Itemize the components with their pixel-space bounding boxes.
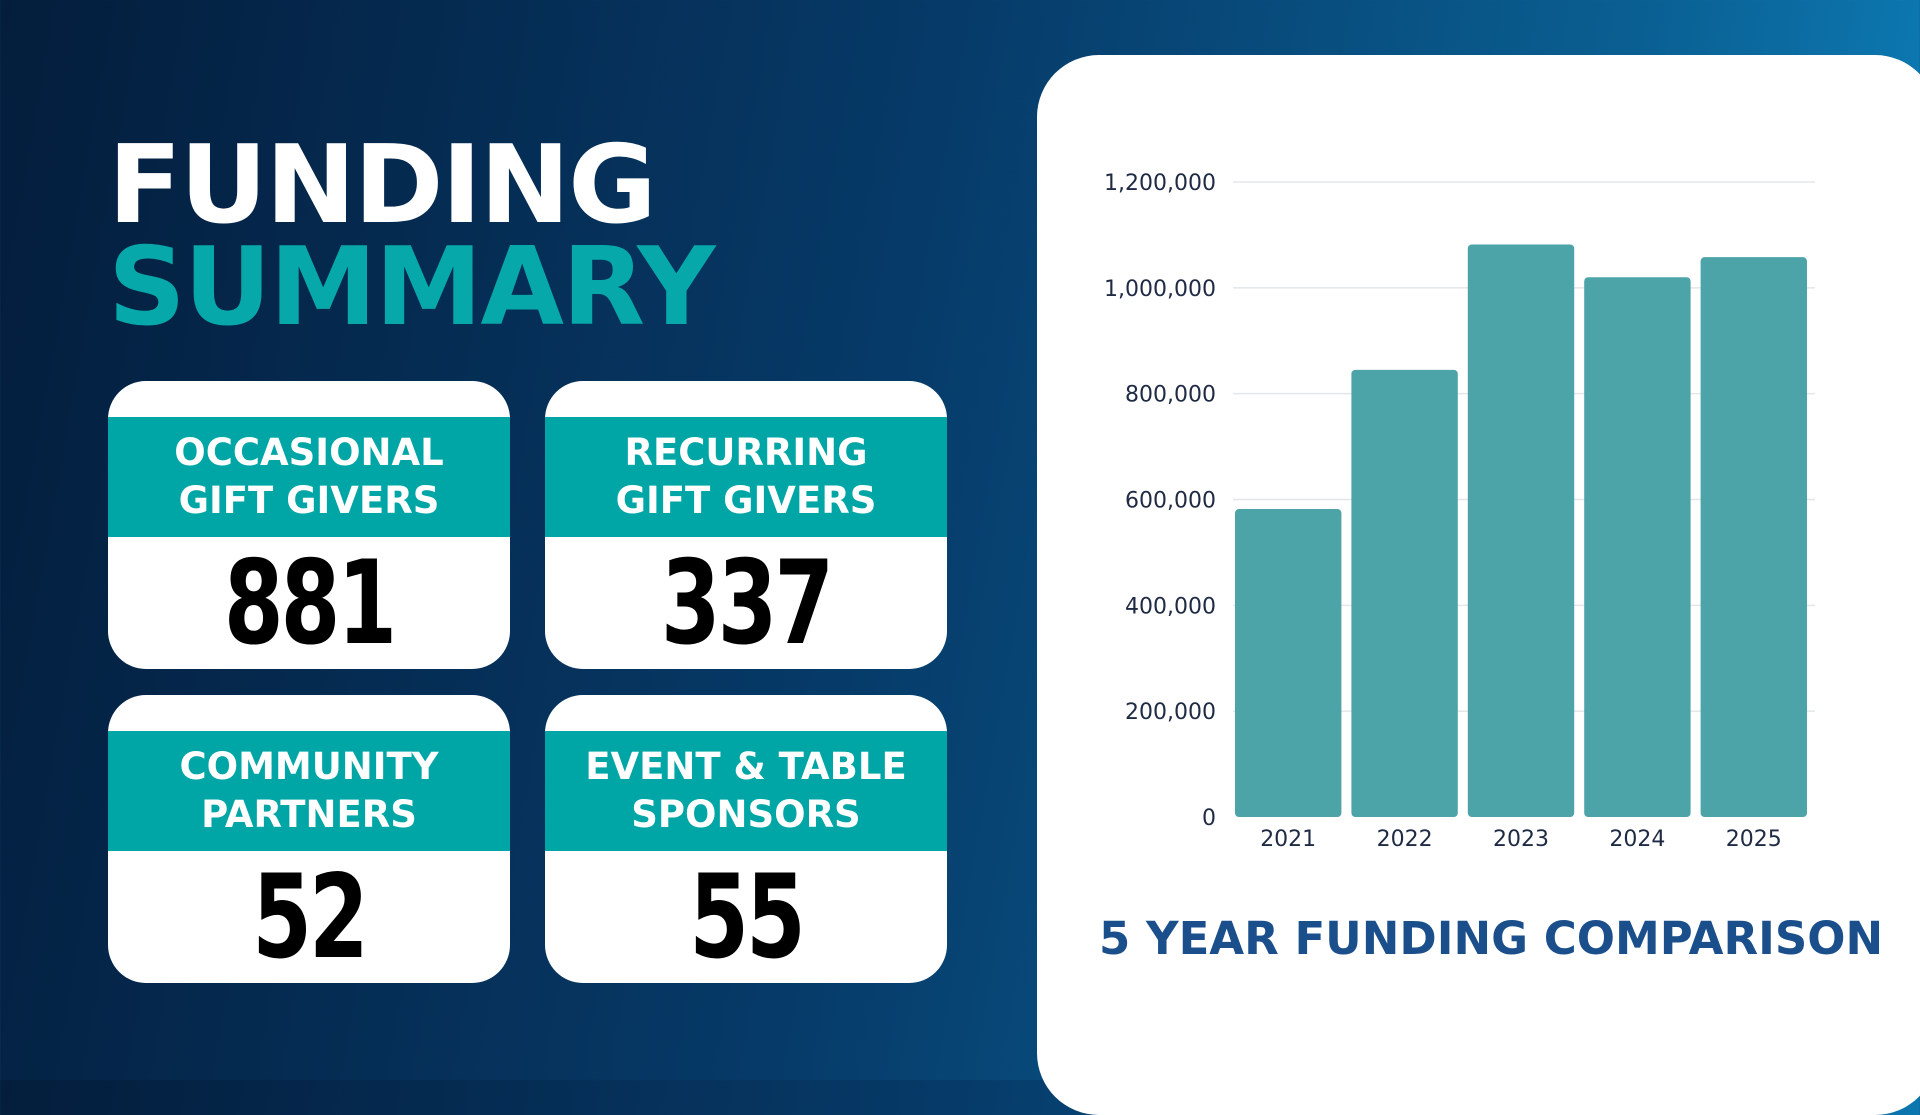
stat-value: 337 [660,535,834,670]
bar-2024 [1584,277,1691,817]
x-tick-label: 2024 [1609,827,1665,852]
y-tick-label: 1,000,000 [1104,277,1216,302]
stat-label-line1: OCCASIONAL [174,430,444,474]
stat-label-line1: RECURRING [624,430,868,474]
stat-card-header: COMMUNITY PARTNERS [108,731,510,851]
y-tick-label: 1,200,000 [1104,171,1216,196]
stat-card-header: OCCASIONAL GIFT GIVERS [108,417,510,537]
funding-bar-chart: 0 200,000 400,000 600,000 800,000 1,000,000 1,… [1104,171,1815,852]
x-tick-label: 2025 [1726,827,1782,852]
bar-2023 [1467,244,1575,818]
stat-card-occasional-gift-givers: OCCASIONAL GIFT GIVERS 881 [108,381,510,669]
bar-2021 [1235,509,1342,817]
stat-label-line2: SPONSORS [631,793,861,836]
stat-card-header: EVENT & TABLE SPONSORS [545,731,947,851]
stat-card-recurring-gift-givers: RECURRING GIFT GIVERS 337 [545,381,947,669]
stat-value: 881 [223,535,397,670]
stat-label-line2: GIFT GIVERS [615,479,877,522]
y-tick-label: 200,000 [1125,700,1216,725]
y-tick-label: 800,000 [1125,383,1216,408]
bar-2025 [1700,257,1807,817]
y-tick-label: 400,000 [1125,594,1216,619]
y-tick-label: 600,000 [1125,489,1216,514]
stat-value: 55 [689,849,806,984]
stat-card-event-table-sponsors: EVENT & TABLE SPONSORS 55 [545,695,947,983]
chart-title: 5 YEAR FUNDING COMPARISON [1099,912,1884,965]
x-tick-label: 2021 [1260,827,1316,852]
stat-label-line1: EVENT & TABLE [585,744,907,788]
title-funding: FUNDING [108,123,657,248]
stat-card-header: RECURRING GIFT GIVERS [545,417,947,537]
title-summary: SUMMARY [108,225,715,350]
stat-label-line1: COMMUNITY [179,744,439,788]
stat-label-line2: PARTNERS [201,793,417,836]
y-tick-label: 0 [1202,806,1216,831]
x-tick-label: 2023 [1493,827,1549,852]
x-tick-label: 2022 [1377,827,1433,852]
stat-label-line2: GIFT GIVERS [178,479,440,522]
bar-2022 [1351,369,1458,817]
stat-card-community-partners: COMMUNITY PARTNERS 52 [108,695,510,983]
stat-value: 52 [252,849,369,984]
